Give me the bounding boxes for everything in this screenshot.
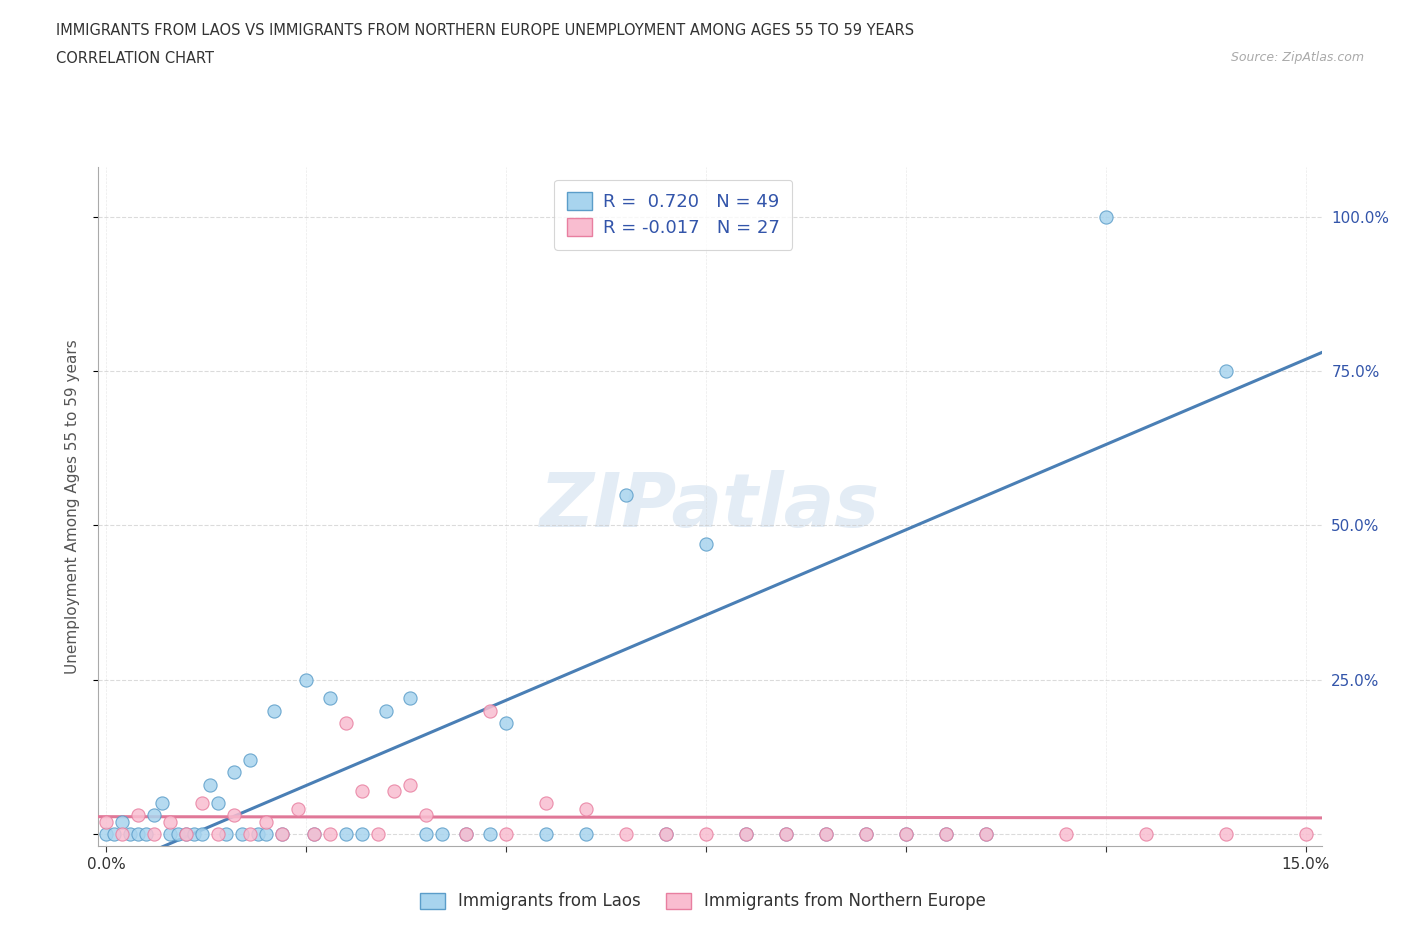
Point — [1054, 827, 1077, 842]
Point — [479, 827, 502, 842]
Point — [96, 814, 118, 829]
Point — [367, 827, 389, 842]
Point — [614, 487, 637, 502]
Point — [167, 827, 190, 842]
Point — [239, 752, 262, 767]
Point — [207, 796, 229, 811]
Point — [120, 827, 142, 842]
Point — [894, 827, 917, 842]
Point — [456, 827, 478, 842]
Point — [191, 796, 214, 811]
Point — [1215, 364, 1237, 379]
Point — [215, 827, 238, 842]
Point — [239, 827, 262, 842]
Point — [271, 827, 294, 842]
Point — [319, 827, 342, 842]
Point — [150, 796, 173, 811]
Point — [159, 814, 181, 829]
Point — [814, 827, 837, 842]
Point — [534, 796, 557, 811]
Point — [207, 827, 229, 842]
Text: ZIPatlas: ZIPatlas — [540, 471, 880, 543]
Point — [127, 827, 149, 842]
Point — [263, 703, 285, 718]
Point — [399, 777, 422, 792]
Point — [127, 808, 149, 823]
Point — [247, 827, 270, 842]
Point — [974, 827, 997, 842]
Point — [495, 715, 517, 730]
Point — [287, 802, 309, 817]
Point — [1295, 827, 1317, 842]
Point — [254, 814, 277, 829]
Point — [415, 808, 437, 823]
Point — [814, 827, 837, 842]
Point — [295, 672, 318, 687]
Point — [254, 827, 277, 842]
Point — [935, 827, 957, 842]
Point — [935, 827, 957, 842]
Point — [304, 827, 326, 842]
Point — [735, 827, 758, 842]
Point — [655, 827, 678, 842]
Text: CORRELATION CHART: CORRELATION CHART — [56, 51, 214, 66]
Point — [735, 827, 758, 842]
Point — [375, 703, 398, 718]
Y-axis label: Unemployment Among Ages 55 to 59 years: Unemployment Among Ages 55 to 59 years — [65, 339, 80, 674]
Point — [103, 827, 125, 842]
Point — [183, 827, 205, 842]
Point — [1215, 827, 1237, 842]
Point — [655, 827, 678, 842]
Legend: Immigrants from Laos, Immigrants from Northern Europe: Immigrants from Laos, Immigrants from No… — [413, 885, 993, 917]
Point — [231, 827, 253, 842]
Text: IMMIGRANTS FROM LAOS VS IMMIGRANTS FROM NORTHERN EUROPE UNEMPLOYMENT AMONG AGES : IMMIGRANTS FROM LAOS VS IMMIGRANTS FROM … — [56, 23, 914, 38]
Point — [319, 691, 342, 706]
Point — [191, 827, 214, 842]
Point — [695, 827, 717, 842]
Point — [1135, 827, 1157, 842]
Point — [382, 783, 405, 798]
Point — [352, 827, 374, 842]
Point — [855, 827, 877, 842]
Point — [575, 802, 598, 817]
Point — [479, 703, 502, 718]
Point — [775, 827, 797, 842]
Point — [495, 827, 517, 842]
Point — [575, 827, 598, 842]
Point — [224, 764, 246, 779]
Point — [335, 827, 357, 842]
Point — [456, 827, 478, 842]
Point — [224, 808, 246, 823]
Point — [176, 827, 198, 842]
Point — [159, 827, 181, 842]
Point — [775, 827, 797, 842]
Point — [200, 777, 222, 792]
Point — [534, 827, 557, 842]
Point — [143, 827, 166, 842]
Point — [399, 691, 422, 706]
Point — [415, 827, 437, 842]
Point — [111, 827, 134, 842]
Legend: R =  0.720   N = 49, R = -0.017   N = 27: R = 0.720 N = 49, R = -0.017 N = 27 — [554, 179, 793, 250]
Point — [176, 827, 198, 842]
Point — [855, 827, 877, 842]
Text: Source: ZipAtlas.com: Source: ZipAtlas.com — [1230, 51, 1364, 64]
Point — [1094, 209, 1116, 224]
Point — [614, 827, 637, 842]
Point — [894, 827, 917, 842]
Point — [111, 814, 134, 829]
Point — [271, 827, 294, 842]
Point — [695, 537, 717, 551]
Point — [143, 808, 166, 823]
Point — [974, 827, 997, 842]
Point — [432, 827, 454, 842]
Point — [352, 783, 374, 798]
Point — [304, 827, 326, 842]
Point — [135, 827, 157, 842]
Point — [335, 715, 357, 730]
Point — [96, 827, 118, 842]
